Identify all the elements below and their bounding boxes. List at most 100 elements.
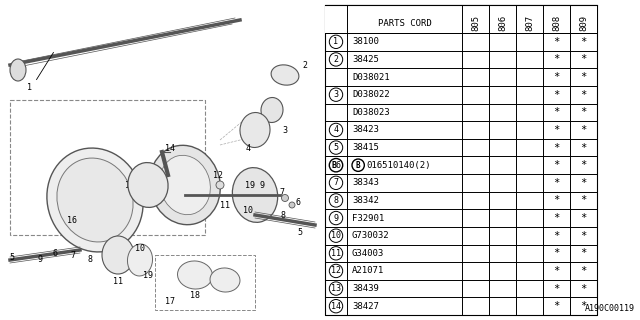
Text: *: * — [554, 125, 559, 135]
Text: *: * — [580, 196, 587, 205]
Ellipse shape — [177, 261, 212, 289]
Text: 806: 806 — [498, 15, 507, 31]
Text: 38425: 38425 — [352, 55, 379, 64]
Text: 9: 9 — [333, 213, 339, 223]
Text: 7: 7 — [70, 251, 76, 260]
Text: *: * — [580, 143, 587, 153]
Text: 38415: 38415 — [352, 143, 379, 152]
Text: 19: 19 — [245, 180, 255, 189]
Text: 9: 9 — [38, 255, 42, 265]
Text: 8: 8 — [333, 196, 339, 205]
Text: *: * — [580, 125, 587, 135]
Text: 13: 13 — [331, 284, 341, 293]
Text: *: * — [580, 54, 587, 64]
Text: 809: 809 — [579, 15, 588, 31]
Text: 4: 4 — [246, 143, 250, 153]
Ellipse shape — [57, 158, 133, 242]
Text: 805: 805 — [471, 15, 480, 31]
Bar — [155, 255, 255, 310]
Ellipse shape — [102, 236, 134, 274]
Text: 808: 808 — [552, 15, 561, 31]
Circle shape — [330, 282, 342, 295]
Text: 12: 12 — [331, 267, 341, 276]
Text: 38439: 38439 — [352, 284, 379, 293]
Text: 38427: 38427 — [352, 302, 379, 311]
Ellipse shape — [159, 155, 211, 215]
Text: 14: 14 — [165, 143, 175, 153]
Text: 38423: 38423 — [352, 125, 379, 134]
Text: *: * — [580, 90, 587, 100]
Text: *: * — [554, 284, 559, 293]
Text: 3: 3 — [282, 125, 287, 134]
Ellipse shape — [127, 244, 152, 276]
Text: *: * — [580, 248, 587, 258]
Text: *: * — [554, 107, 559, 117]
Circle shape — [330, 53, 342, 66]
Circle shape — [330, 35, 342, 49]
Text: *: * — [554, 231, 559, 241]
Bar — [325, 5, 597, 33]
Text: 15: 15 — [125, 180, 135, 189]
Text: 18: 18 — [190, 292, 200, 300]
Ellipse shape — [232, 168, 278, 222]
Text: 7: 7 — [333, 178, 339, 187]
Text: *: * — [580, 107, 587, 117]
Text: *: * — [554, 248, 559, 258]
Ellipse shape — [210, 268, 240, 292]
Text: 11: 11 — [113, 277, 123, 286]
Text: 10: 10 — [331, 231, 341, 240]
Text: *: * — [554, 90, 559, 100]
Text: 6: 6 — [335, 161, 340, 170]
Circle shape — [330, 247, 342, 260]
Ellipse shape — [240, 113, 270, 148]
Circle shape — [330, 194, 342, 207]
Text: 4: 4 — [333, 125, 339, 134]
Text: A190C00119: A190C00119 — [585, 304, 635, 313]
Circle shape — [330, 88, 342, 101]
Ellipse shape — [47, 148, 143, 252]
Text: A21071: A21071 — [352, 267, 384, 276]
Text: *: * — [580, 213, 587, 223]
Ellipse shape — [150, 145, 220, 225]
Circle shape — [330, 141, 342, 154]
Circle shape — [330, 212, 342, 225]
Circle shape — [289, 202, 295, 208]
Text: 19: 19 — [143, 270, 153, 279]
Text: 12: 12 — [213, 171, 223, 180]
Text: 8: 8 — [280, 211, 285, 220]
Text: D038023: D038023 — [352, 108, 390, 117]
Circle shape — [352, 159, 364, 171]
Circle shape — [330, 300, 342, 313]
Text: *: * — [580, 160, 587, 170]
Text: G34003: G34003 — [352, 249, 384, 258]
Text: 1: 1 — [28, 83, 33, 92]
Bar — [10, 100, 205, 235]
Circle shape — [330, 264, 342, 278]
Text: 807: 807 — [525, 15, 534, 31]
Text: *: * — [554, 72, 559, 82]
Ellipse shape — [271, 65, 299, 85]
Bar — [0, 0, 320, 320]
Text: *: * — [580, 231, 587, 241]
Text: 5: 5 — [298, 228, 303, 236]
Text: 1: 1 — [333, 37, 339, 46]
Text: *: * — [554, 213, 559, 223]
Circle shape — [216, 181, 224, 189]
Text: *: * — [554, 178, 559, 188]
Text: *: * — [554, 143, 559, 153]
Ellipse shape — [128, 163, 168, 207]
Text: 6: 6 — [52, 249, 58, 258]
Text: *: * — [554, 196, 559, 205]
Text: F32901: F32901 — [352, 213, 384, 223]
Text: *: * — [580, 266, 587, 276]
Text: 14: 14 — [331, 302, 341, 311]
Text: 13: 13 — [155, 190, 165, 199]
Text: D038021: D038021 — [352, 73, 390, 82]
Text: 9: 9 — [259, 180, 264, 189]
Text: 3: 3 — [333, 90, 339, 99]
Circle shape — [282, 195, 289, 202]
Text: 10: 10 — [243, 205, 253, 214]
Text: 016510140(2): 016510140(2) — [366, 161, 431, 170]
Text: 10: 10 — [135, 244, 145, 252]
Text: 11: 11 — [220, 201, 230, 210]
